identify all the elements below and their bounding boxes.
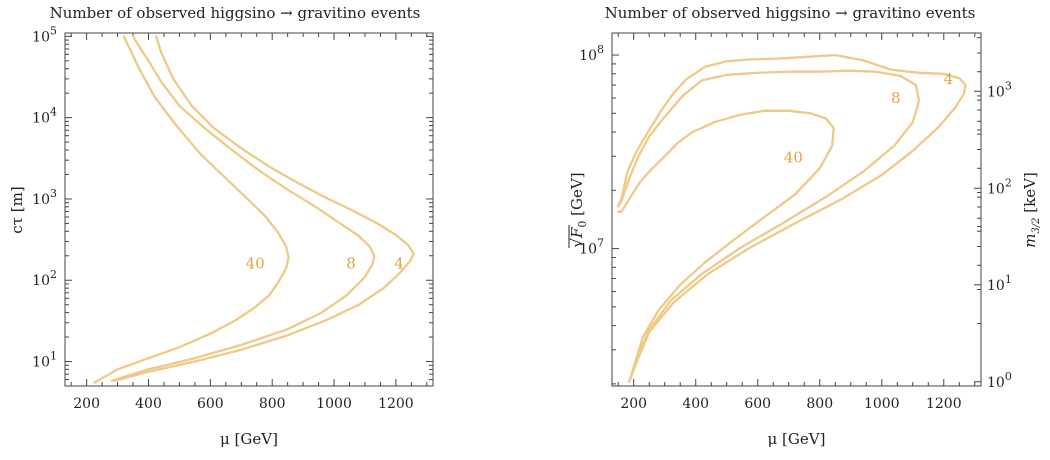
y2-tick-exp: 3 bbox=[1005, 79, 1012, 92]
contour-line-8 bbox=[617, 69, 921, 383]
y-tick-exp: 1 bbox=[50, 350, 57, 363]
y-tick-label: 104 bbox=[32, 106, 57, 127]
y2-tick-label: 100 bbox=[987, 370, 1012, 391]
contour-label: 4 bbox=[394, 255, 404, 273]
x-tick-label: 400 bbox=[135, 396, 162, 412]
y-tick-base: 10 bbox=[32, 273, 50, 289]
x-tick-label: 800 bbox=[259, 396, 286, 412]
y2-tick-base: 10 bbox=[987, 375, 1005, 391]
y-axis-label: √F0 [GeV] bbox=[568, 172, 589, 248]
y2-tick-label: 101 bbox=[987, 273, 1012, 294]
y-axis-label-text: √F0 [GeV] bbox=[568, 172, 589, 247]
y2-label-unit: [keV] bbox=[1021, 172, 1039, 217]
chart-title: Number of observed higgsino → gravitino … bbox=[605, 4, 976, 22]
y-tick-base: 10 bbox=[32, 111, 50, 127]
y-tick-exp: 8 bbox=[597, 43, 604, 56]
left-panel: Number of observed higgsino → gravitino … bbox=[8, 4, 434, 448]
x-tick-label: 1000 bbox=[316, 396, 352, 412]
y2-label-sub: 3/2 bbox=[1031, 217, 1042, 233]
y2-tick-exp: 1 bbox=[1005, 273, 1012, 286]
y-tick-exp: 4 bbox=[50, 106, 57, 119]
contour-label: 8 bbox=[891, 89, 901, 107]
y-label-F: F bbox=[568, 227, 586, 239]
contour-line-4 bbox=[617, 53, 967, 383]
y2-tick-label: 103 bbox=[987, 79, 1012, 100]
contour-label: 40 bbox=[784, 149, 803, 167]
x-tick-label: 800 bbox=[806, 396, 833, 412]
y-tick-label: 102 bbox=[32, 268, 57, 289]
right-panel: Number of observed higgsino → gravitino … bbox=[568, 4, 1042, 448]
y-tick-base: 10 bbox=[579, 48, 597, 64]
sqrt-sign: √ bbox=[568, 238, 586, 248]
y-tick-exp: 5 bbox=[50, 24, 57, 37]
y-label-unit: [GeV] bbox=[568, 172, 586, 220]
y-tick-label: 107 bbox=[579, 237, 604, 258]
y2-axis-label-text: m3/2 [keV] bbox=[1021, 172, 1042, 248]
y-axis-label: cτ [m] bbox=[8, 186, 26, 233]
x-tick-label: 200 bbox=[73, 396, 100, 412]
y-tick-exp: 2 bbox=[50, 268, 57, 281]
y-tick-exp: 3 bbox=[50, 187, 57, 200]
y2-tick-exp: 2 bbox=[1005, 176, 1012, 189]
plot-frame bbox=[611, 32, 982, 387]
y-tick-base: 10 bbox=[32, 192, 50, 208]
y-label-sub: 0 bbox=[576, 221, 589, 228]
y2-tick-base: 10 bbox=[987, 278, 1005, 294]
y-tick-base: 10 bbox=[32, 355, 50, 371]
chart-title: Number of observed higgsino → gravitino … bbox=[50, 4, 421, 22]
x-axis-label: μ [GeV] bbox=[220, 430, 278, 448]
contour-label: 4 bbox=[944, 70, 954, 88]
x-tick-label: 200 bbox=[620, 396, 647, 412]
x-axis-label: μ [GeV] bbox=[768, 430, 826, 448]
y-tick-label: 105 bbox=[32, 24, 57, 45]
contour-line-40 bbox=[617, 109, 835, 383]
y-tick-label: 103 bbox=[32, 187, 57, 208]
x-tick-label: 1200 bbox=[926, 396, 962, 412]
x-tick-label: 600 bbox=[744, 396, 771, 412]
x-tick-label: 1000 bbox=[864, 396, 900, 412]
y2-tick-base: 10 bbox=[987, 181, 1005, 197]
y-tick-base: 10 bbox=[32, 29, 50, 45]
y-tick-label: 101 bbox=[32, 350, 57, 371]
contour-line-40 bbox=[93, 35, 290, 384]
plot-frame bbox=[64, 32, 434, 387]
y2-tick-exp: 0 bbox=[1005, 370, 1012, 383]
contour-label: 40 bbox=[246, 255, 265, 273]
contour-line-8 bbox=[110, 35, 376, 382]
y-tick-exp: 7 bbox=[597, 237, 604, 250]
y-tick-label: 108 bbox=[579, 43, 604, 64]
x-tick-label: 400 bbox=[682, 396, 709, 412]
x-tick-label: 600 bbox=[197, 396, 224, 412]
contour-label: 8 bbox=[346, 255, 356, 273]
x-tick-label: 1200 bbox=[378, 396, 414, 412]
y-tick-base: 10 bbox=[579, 242, 597, 258]
y2-tick-base: 10 bbox=[987, 84, 1005, 100]
y2-tick-label: 102 bbox=[987, 176, 1012, 197]
contour-line-4 bbox=[113, 35, 415, 382]
y2-label-m: m bbox=[1021, 234, 1039, 248]
y2-axis-label: m3/2 [keV] bbox=[1021, 172, 1042, 248]
